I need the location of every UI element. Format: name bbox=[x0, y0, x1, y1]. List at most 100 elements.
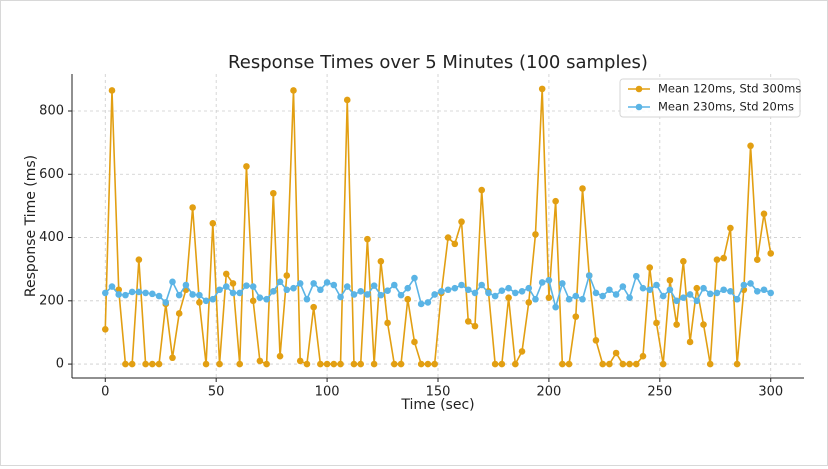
data-point bbox=[471, 322, 479, 330]
data-point bbox=[350, 291, 358, 298]
data-point bbox=[404, 295, 412, 303]
data-point bbox=[491, 360, 499, 368]
data-point bbox=[397, 360, 405, 368]
x-tick-label: 50 bbox=[208, 385, 225, 400]
data-point bbox=[444, 234, 452, 241]
data-point bbox=[666, 276, 674, 284]
x-tick-label: 300 bbox=[758, 385, 783, 400]
data-point bbox=[364, 235, 371, 243]
data-point bbox=[209, 220, 217, 227]
series-line bbox=[104, 272, 772, 311]
data-point bbox=[653, 281, 660, 289]
data-point bbox=[182, 281, 190, 289]
data-point bbox=[673, 297, 680, 305]
data-point bbox=[101, 325, 109, 333]
data-point bbox=[222, 283, 230, 290]
data-point bbox=[733, 295, 741, 303]
data-point bbox=[706, 290, 714, 298]
data-point bbox=[149, 360, 156, 368]
data-point bbox=[464, 286, 472, 294]
data-point bbox=[646, 264, 654, 271]
data-point bbox=[518, 348, 526, 355]
y-tick-label: 200 bbox=[39, 293, 64, 308]
data-point bbox=[169, 354, 176, 362]
data-point bbox=[115, 291, 123, 298]
data-point bbox=[639, 352, 647, 360]
data-point bbox=[243, 282, 250, 289]
data-point bbox=[706, 360, 714, 368]
data-point bbox=[438, 288, 445, 295]
data-point bbox=[559, 360, 566, 368]
data-point bbox=[686, 338, 694, 346]
data-point bbox=[545, 294, 553, 301]
data-point bbox=[720, 254, 727, 262]
data-point bbox=[592, 289, 600, 297]
data-point bbox=[222, 270, 230, 278]
data-point bbox=[760, 210, 768, 218]
x-tick-label: 0 bbox=[101, 385, 109, 400]
data-point bbox=[431, 360, 438, 368]
data-point bbox=[525, 284, 533, 292]
data-point bbox=[162, 299, 170, 306]
data-point bbox=[202, 297, 210, 305]
data-point bbox=[323, 360, 331, 368]
data-point bbox=[458, 281, 465, 289]
data-point bbox=[538, 279, 546, 286]
data-point bbox=[122, 291, 129, 299]
data-point bbox=[243, 163, 250, 170]
data-point bbox=[431, 291, 438, 298]
data-point bbox=[424, 299, 432, 306]
x-tick-label: 200 bbox=[536, 385, 561, 400]
data-point bbox=[317, 360, 324, 368]
data-point bbox=[142, 289, 149, 297]
data-point bbox=[760, 286, 768, 294]
data-point bbox=[767, 250, 775, 257]
data-point bbox=[673, 321, 680, 328]
data-point bbox=[108, 87, 116, 94]
data-point bbox=[350, 360, 358, 368]
data-point bbox=[579, 185, 586, 192]
data-point bbox=[317, 286, 324, 294]
data-point bbox=[337, 293, 344, 301]
data-point bbox=[270, 288, 277, 295]
data-point bbox=[478, 281, 485, 289]
data-point bbox=[767, 289, 775, 297]
data-point bbox=[626, 294, 633, 301]
data-point bbox=[747, 142, 754, 150]
data-point bbox=[538, 85, 546, 93]
data-point bbox=[202, 360, 210, 368]
data-point bbox=[122, 360, 129, 368]
data-point bbox=[229, 289, 237, 297]
data-point bbox=[646, 286, 654, 294]
data-point bbox=[464, 318, 472, 325]
x-tick-label: 100 bbox=[315, 385, 340, 400]
x-tick-label: 250 bbox=[647, 385, 672, 400]
data-point bbox=[545, 276, 553, 284]
data-point bbox=[552, 303, 559, 311]
data-point bbox=[411, 338, 418, 346]
data-point bbox=[747, 280, 754, 287]
data-point bbox=[478, 186, 485, 194]
data-point bbox=[680, 294, 687, 301]
data-point bbox=[599, 292, 606, 300]
data-point bbox=[458, 218, 465, 226]
data-point bbox=[196, 291, 203, 299]
data-point bbox=[653, 319, 660, 327]
data-point bbox=[727, 288, 734, 295]
legend-marker bbox=[635, 85, 643, 93]
data-point bbox=[236, 360, 244, 368]
data-point bbox=[330, 360, 338, 368]
data-point bbox=[572, 292, 580, 300]
data-point bbox=[720, 286, 727, 294]
data-point bbox=[666, 286, 674, 294]
x-tick-label: 150 bbox=[426, 385, 451, 400]
data-point bbox=[290, 284, 297, 292]
data-point bbox=[263, 360, 270, 368]
data-point bbox=[532, 295, 539, 303]
y-tick-label: 400 bbox=[39, 230, 64, 245]
data-point bbox=[276, 278, 284, 286]
data-point bbox=[740, 281, 748, 289]
data-point bbox=[451, 284, 459, 292]
data-point bbox=[606, 286, 613, 294]
